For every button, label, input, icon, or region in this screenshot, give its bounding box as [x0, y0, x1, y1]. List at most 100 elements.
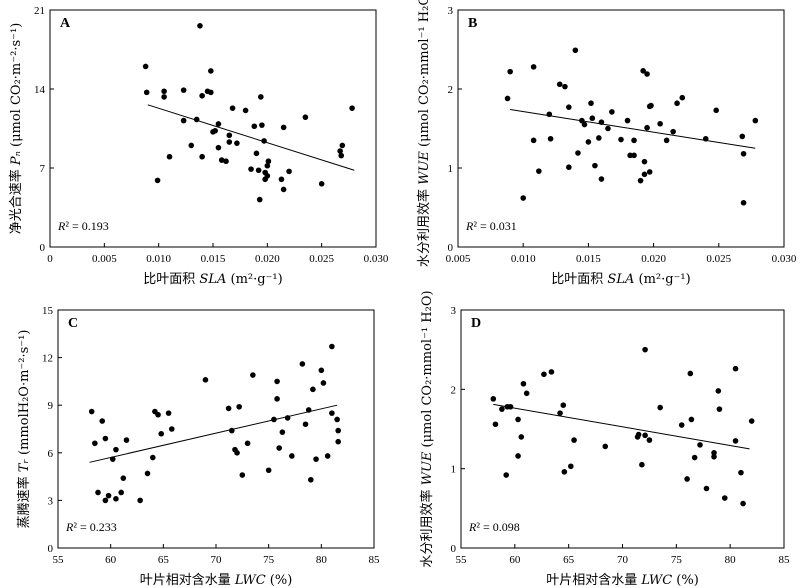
y-tick-label: 3	[451, 305, 457, 317]
data-point	[639, 461, 645, 468]
panel-C: 55 60 65 70 75 80 85 0 3 6 9 12 15 C R² = 0.233 叶片相对含水量…	[16, 305, 380, 588]
data-point	[678, 422, 685, 428]
data-point	[679, 94, 686, 101]
y-tick-label: 1	[451, 464, 457, 476]
data-point	[229, 105, 236, 111]
y-tick-label: 6	[48, 448, 54, 460]
y-tick-label: 7	[40, 163, 46, 175]
x-tick-label: 55	[53, 554, 65, 566]
data-point	[154, 177, 161, 184]
regression-line	[89, 404, 338, 463]
data-point	[648, 102, 654, 109]
x-tick-label: 65	[563, 554, 575, 566]
data-point	[702, 135, 709, 142]
data-point	[641, 158, 648, 165]
data-point	[715, 388, 722, 394]
data-point	[144, 470, 151, 477]
x-tick-label: 0.025	[706, 253, 731, 265]
data-point	[251, 123, 258, 130]
panel-letter: A	[60, 16, 71, 31]
data-point	[143, 89, 150, 96]
data-point	[259, 122, 265, 128]
y-tick-label: 2	[448, 84, 454, 96]
data-point	[740, 500, 746, 507]
data-point	[642, 346, 648, 353]
x-tick-label: 0.005	[446, 253, 471, 265]
data-point	[557, 410, 563, 416]
data-point	[585, 139, 592, 145]
y-tick-label: 0	[448, 242, 454, 254]
x-tick-label: 70	[211, 554, 223, 566]
data-point	[515, 453, 521, 459]
data-point	[161, 94, 167, 100]
panel-letter: D	[471, 316, 481, 331]
data-point	[581, 121, 588, 128]
data-point	[711, 453, 717, 460]
data-point	[264, 173, 271, 179]
r-squared-label: R² = 0.098	[468, 520, 520, 534]
x-tick-label: 70	[617, 554, 629, 566]
data-point	[547, 135, 554, 142]
data-point	[588, 100, 594, 107]
data-point	[274, 378, 280, 385]
data-point	[335, 438, 341, 445]
regression-line	[147, 104, 355, 171]
data-point	[142, 63, 149, 70]
data-point	[215, 144, 222, 151]
data-point	[99, 418, 106, 424]
x-tick-label: 80	[316, 554, 328, 566]
data-point	[88, 408, 95, 415]
data-point	[560, 402, 567, 409]
data-point	[530, 64, 537, 70]
x-tick-label: 55	[456, 554, 468, 566]
data-point	[250, 372, 256, 378]
data-point	[248, 166, 254, 172]
plot-frame	[457, 9, 785, 248]
data-point	[236, 403, 242, 410]
data-point	[703, 485, 710, 492]
data-point	[631, 152, 637, 159]
data-point	[642, 432, 648, 439]
data-point	[102, 497, 109, 504]
data-point	[261, 138, 267, 144]
y-tick-label: 0	[40, 242, 46, 254]
data-point	[556, 81, 563, 88]
data-point	[264, 162, 271, 169]
y-tick-label: 15	[42, 305, 54, 317]
data-point	[150, 454, 156, 461]
data-point	[631, 137, 637, 144]
data-point	[546, 111, 553, 118]
data-point	[657, 120, 663, 127]
data-point	[274, 396, 280, 402]
data-point	[318, 367, 325, 374]
x-tick-label: 0.025	[309, 253, 334, 265]
data-point	[609, 109, 615, 115]
data-point	[234, 450, 240, 456]
data-point	[490, 396, 497, 402]
data-point	[168, 426, 175, 432]
data-point	[226, 132, 233, 139]
data-point	[199, 92, 205, 99]
data-point	[561, 469, 568, 475]
data-point	[575, 150, 581, 156]
data-point	[256, 196, 263, 203]
data-point	[566, 164, 572, 171]
x-tick-label: 0.020	[255, 253, 280, 265]
data-point	[596, 135, 602, 141]
x-tick-label: 85	[369, 554, 381, 566]
y-tick-label: 0	[48, 543, 54, 555]
data-point	[530, 137, 537, 144]
panel-letter: B	[468, 16, 477, 31]
data-point	[598, 176, 605, 182]
panel-letter: C	[68, 316, 78, 331]
data-point	[618, 136, 624, 143]
y-axis-label: 水分利用效率 WUE (μmol CO₂·mmol⁻¹ H₂O)	[416, 0, 432, 267]
data-point	[118, 489, 124, 496]
data-point	[215, 121, 222, 127]
data-point	[286, 168, 292, 175]
data-point	[166, 153, 173, 160]
data-point	[229, 427, 235, 434]
data-point	[589, 115, 596, 122]
data-point	[226, 139, 233, 145]
data-point	[504, 95, 511, 102]
